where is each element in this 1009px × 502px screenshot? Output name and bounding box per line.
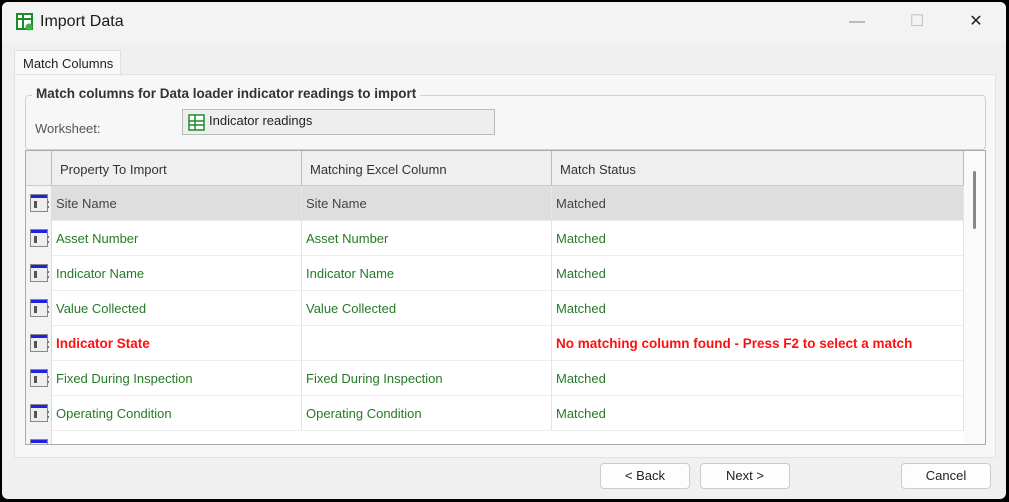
row-record-icon	[30, 369, 49, 387]
cell-matching-column[interactable]	[302, 326, 552, 361]
table-row[interactable]: Indicator Name Indicator Name Matched	[26, 256, 964, 291]
table-row[interactable]: Indicator State No matching column found…	[26, 326, 964, 361]
header-property[interactable]: Property To Import	[52, 151, 302, 186]
cell-property[interactable]: Indicator Name	[52, 256, 302, 291]
window-title: Import Data	[40, 13, 124, 30]
table-row[interactable]: Value Collected Value Collected Matched	[26, 291, 964, 326]
cell-property[interactable]: Asset Number	[52, 221, 302, 256]
minimize-button[interactable]: —	[849, 13, 865, 30]
maximize-button[interactable]: ☐	[909, 13, 925, 30]
row-indicator	[26, 186, 52, 221]
match-columns-group: Match columns for Data loader indicator …	[25, 86, 986, 150]
row-record-icon	[30, 404, 49, 422]
row-indicator	[26, 396, 52, 431]
column-match-grid: Property To Import Matching Excel Column…	[25, 150, 986, 445]
cell-property[interactable]: Value Collected	[52, 291, 302, 326]
cancel-button[interactable]: Cancel	[901, 463, 991, 489]
row-record-icon	[30, 229, 49, 247]
cell-property[interactable]: Indicator State	[52, 326, 302, 361]
next-button[interactable]: Next >	[700, 463, 790, 489]
worksheet-value: Indicator readings	[209, 113, 313, 128]
row-record-icon	[30, 299, 49, 317]
row-indicator	[26, 256, 52, 291]
cell-match-status: Matched	[552, 396, 964, 431]
header-matching-column[interactable]: Matching Excel Column	[302, 151, 552, 186]
vertical-scrollbar[interactable]	[964, 151, 985, 444]
row-record-icon	[30, 194, 49, 212]
cell-matching-column[interactable]: Fixed During Inspection	[302, 361, 552, 396]
cell-match-status: Matched	[552, 221, 964, 256]
match-columns-panel: Match columns for Data loader indicator …	[14, 74, 996, 458]
table-row-partial[interactable]	[26, 431, 964, 444]
cell-property[interactable]: Operating Condition	[52, 396, 302, 431]
header-match-status[interactable]: Match Status	[552, 151, 964, 186]
cell-match-status: Matched	[552, 256, 964, 291]
cell-matching-column[interactable]: Site Name	[302, 186, 552, 221]
cell-match-status: No matching column found - Press F2 to s…	[552, 326, 964, 361]
cell-property[interactable]: Site Name	[52, 186, 302, 221]
row-indicator	[26, 361, 52, 396]
row-record-icon	[30, 334, 49, 352]
tab-match-columns[interactable]: Match Columns	[14, 50, 121, 75]
scrollbar-thumb[interactable]	[973, 171, 976, 229]
row-record-icon	[30, 439, 48, 444]
row-record-icon	[30, 264, 49, 282]
cell-matching-column[interactable]: Value Collected	[302, 291, 552, 326]
table-row[interactable]: Fixed During Inspection Fixed During Ins…	[26, 361, 964, 396]
table-row[interactable]: Operating Condition Operating Condition …	[26, 396, 964, 431]
cell-matching-column[interactable]: Operating Condition	[302, 396, 552, 431]
cell-match-status: Matched	[552, 186, 964, 221]
cell-property[interactable]: Fixed During Inspection	[52, 361, 302, 396]
row-indicator	[26, 431, 52, 444]
row-indicator	[26, 291, 52, 326]
cell-match-status: Matched	[552, 361, 964, 396]
worksheet-icon	[188, 114, 205, 131]
table-row[interactable]: Site Name Site Name Matched	[26, 186, 964, 221]
cell-matching-column[interactable]: Asset Number	[302, 221, 552, 256]
worksheet-select[interactable]: Indicator readings	[182, 109, 495, 135]
back-button[interactable]: < Back	[600, 463, 690, 489]
spreadsheet-import-icon	[16, 13, 33, 31]
cell-matching-column[interactable]: Indicator Name	[302, 256, 552, 291]
row-indicator	[26, 326, 52, 361]
row-indicator-header	[26, 151, 52, 186]
worksheet-label: Worksheet:	[35, 121, 101, 136]
title-bar: Import Data — ☐ ✕	[2, 2, 1006, 42]
group-title: Match columns for Data loader indicator …	[32, 86, 421, 101]
row-indicator	[26, 221, 52, 256]
table-row[interactable]: Asset Number Asset Number Matched	[26, 221, 964, 256]
cell-match-status: Matched	[552, 291, 964, 326]
close-button[interactable]: ✕	[969, 13, 983, 30]
